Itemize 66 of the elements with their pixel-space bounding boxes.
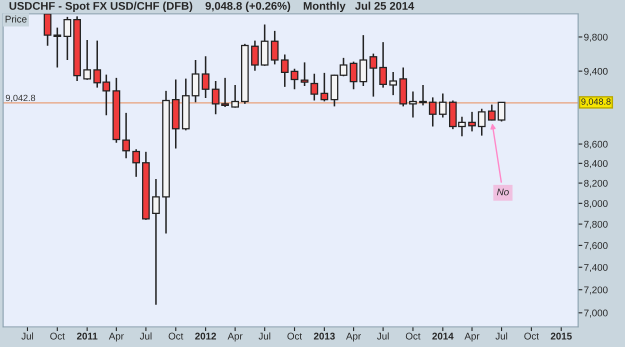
candlestick <box>44 14 52 47</box>
y-tick-label: 8,200 <box>584 180 608 188</box>
candlestick <box>290 68 298 90</box>
y-tick-label: 7,200 <box>584 286 608 294</box>
candlestick <box>468 111 476 132</box>
y-tick-label: 7,400 <box>584 264 608 272</box>
x-tick-label: Jul <box>140 332 152 340</box>
y-tick-label: 9,400 <box>584 68 608 76</box>
x-tick-label: 2015 <box>550 332 572 340</box>
candlestick <box>300 62 308 87</box>
candlestick <box>152 178 160 306</box>
chart-title: USDCHF - Spot FX USD/CHF (DFB) 9,048.8 (+0.26%) Monthly Jul 25 2014 <box>10 2 414 12</box>
ref-line-label: 9,042.8 <box>6 94 36 102</box>
candlestick <box>370 52 378 98</box>
candlestick <box>132 148 140 178</box>
x-tick-label: Oct <box>168 332 184 340</box>
candlestick <box>122 112 130 160</box>
x-tick-label: 2011 <box>76 332 98 340</box>
candlestick <box>64 16 72 61</box>
x-tick-label: Oct <box>50 332 65 340</box>
text: 9,048.8 <box>581 98 611 106</box>
candlestick <box>251 40 259 72</box>
candlestick <box>438 92 447 118</box>
x-tick-label: Oct <box>524 332 539 340</box>
x-tick-label: Jul <box>21 332 34 340</box>
candlestick <box>350 60 358 90</box>
y-tick-label: 7,800 <box>584 220 608 229</box>
x-tick-label: 2013 <box>314 332 335 340</box>
y-tick-label: 9,800 <box>584 34 608 42</box>
candlestick <box>498 102 506 122</box>
x-tick-label: 2012 <box>195 332 216 340</box>
candlestick <box>192 59 200 104</box>
candlestick <box>409 90 417 118</box>
x-tick-label: Apr <box>108 332 124 342</box>
x-tick-label: Oct <box>287 332 302 340</box>
candlestick <box>359 34 368 87</box>
candlestick <box>53 26 62 68</box>
x-tick-label: Apr <box>346 332 361 342</box>
candlestick <box>419 84 427 106</box>
candlestick <box>270 30 279 66</box>
candlestick <box>478 108 486 136</box>
x-tick-label: Apr <box>464 332 480 342</box>
x-tick-label: Jul <box>258 332 270 340</box>
y-tick-label: 8,600 <box>584 140 608 149</box>
x-tick-label: Jul <box>495 332 508 340</box>
candlestick <box>202 55 210 99</box>
y-tick-label: 8,400 <box>584 160 608 168</box>
y-tick-label: 7,600 <box>584 242 608 250</box>
candlestick <box>488 104 496 122</box>
candlestick <box>231 84 240 108</box>
x-tick-label: Jul <box>377 332 389 340</box>
x-tick-label: Oct <box>406 332 420 340</box>
candlestick <box>389 71 398 96</box>
candlestick <box>280 54 289 88</box>
candlestick <box>320 72 328 102</box>
x-tick-label: 2014 <box>432 332 454 340</box>
annotation: Price <box>6 15 27 23</box>
x-tick-label: Apr <box>228 332 243 342</box>
candlestick <box>260 24 269 67</box>
y-tick-label: 7,000 <box>584 310 608 318</box>
annotation: No <box>497 188 509 196</box>
y-tick-label: 8,000 <box>584 200 608 208</box>
candlestick <box>379 41 387 88</box>
candlestick <box>83 39 92 81</box>
candlestick <box>310 72 318 102</box>
candlestick <box>428 96 437 128</box>
